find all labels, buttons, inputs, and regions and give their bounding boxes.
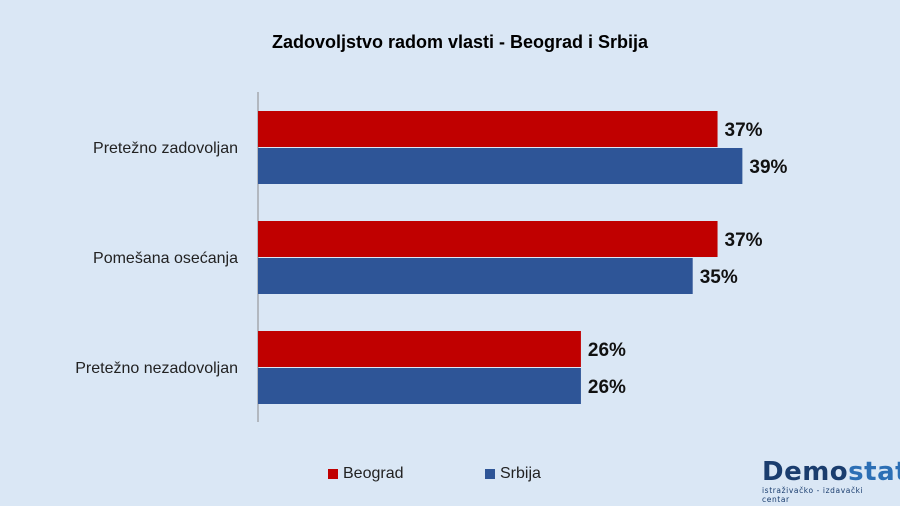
logo-wordmark: Demostat — [762, 457, 900, 487]
logo-word-part2: stat — [848, 457, 900, 487]
logo-tagline: istraživačko - izdavački centar — [762, 486, 864, 504]
legend-swatch-beograd — [328, 469, 338, 479]
data-label: 37% — [725, 230, 763, 251]
legend-item-beograd: Beograd — [328, 465, 404, 483]
bar-srbija — [258, 368, 581, 404]
data-label: 26% — [588, 340, 626, 361]
legend-label-beograd: Beograd — [343, 465, 404, 482]
category-label: Pretežno nezadovoljan — [75, 360, 238, 377]
data-label: 26% — [588, 377, 626, 398]
logo-word-part1: Demo — [762, 457, 849, 487]
bar-srbija — [258, 148, 743, 184]
data-label: 39% — [749, 157, 787, 178]
category-label: Pomešana osećanja — [93, 250, 238, 267]
legend-swatch-srbija — [485, 469, 495, 479]
chart-title: Zadovoljstvo radom vlasti - Beograd i Sr… — [271, 32, 649, 52]
legend: Beograd Srbija — [300, 465, 600, 487]
legend-item-srbija: Srbija — [485, 465, 541, 483]
data-label: 35% — [700, 267, 738, 288]
data-label: 37% — [725, 120, 763, 141]
category-label: Pretežno zadovoljan — [93, 140, 238, 157]
bar-srbija — [258, 258, 693, 294]
bar-beograd — [258, 221, 718, 257]
bar-beograd — [258, 111, 718, 147]
legend-label-srbija: Srbija — [500, 465, 541, 482]
demostat-logo: Demostat istraživačko - izdavački centar — [762, 457, 900, 504]
bar-beograd — [258, 331, 581, 367]
